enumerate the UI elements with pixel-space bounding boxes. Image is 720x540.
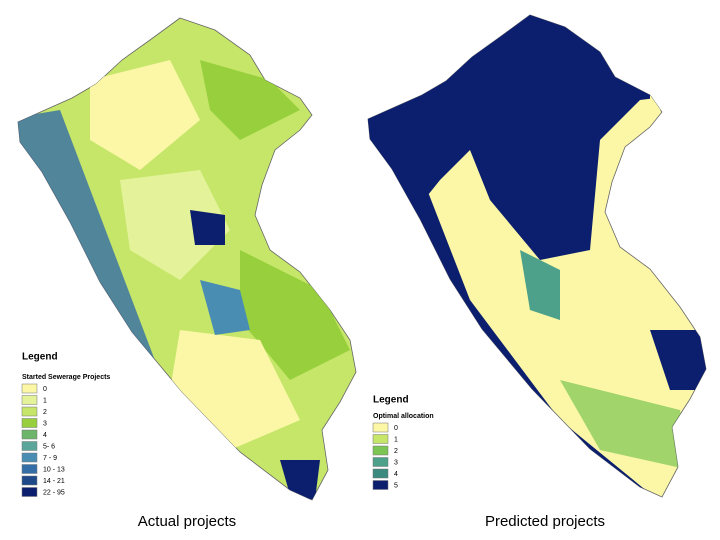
legend-subtitle: Started Sewerage Projects xyxy=(22,374,110,381)
legend-label: 1 xyxy=(43,397,47,404)
legend-swatch xyxy=(21,383,38,394)
legend-label: 0 xyxy=(394,425,398,432)
legend-label: 22 - 95 xyxy=(43,489,65,496)
legend-bg xyxy=(369,392,461,496)
legend-swatch xyxy=(21,418,38,428)
legend-swatch xyxy=(21,395,38,405)
legend-label: 7 - 9 xyxy=(43,455,57,462)
legend-label: 4 xyxy=(43,432,47,439)
legend-label: 0 xyxy=(43,386,47,393)
legend-label: 2 xyxy=(394,448,398,455)
legend-swatch xyxy=(21,475,38,486)
legend-label: 10 - 13 xyxy=(43,466,65,473)
map-caption: Predicted projects xyxy=(485,513,605,530)
legend-swatch xyxy=(372,457,389,467)
legend-subtitle: Optimal allocation xyxy=(373,413,434,420)
legend-label: 14 - 21 xyxy=(43,478,65,485)
legend-swatch xyxy=(372,468,389,479)
map-caption: Actual projects xyxy=(138,513,236,530)
legend-label: 3 xyxy=(394,459,398,466)
legend-title: Legend xyxy=(22,352,58,363)
legend-swatch xyxy=(21,429,38,440)
legend-label: 1 xyxy=(394,436,398,443)
legend-title: Legend xyxy=(373,395,409,406)
legend-label: 3 xyxy=(43,420,47,427)
legend-swatch xyxy=(372,445,389,456)
legend-label: 5 xyxy=(394,482,398,489)
legend-swatch xyxy=(372,480,389,490)
map-actual xyxy=(17,17,357,501)
legend-swatch xyxy=(21,464,38,474)
legend-swatch xyxy=(21,441,38,451)
legend-label: 5- 6 xyxy=(43,443,55,450)
legend-swatch xyxy=(372,434,389,444)
legend-swatch xyxy=(21,452,38,463)
legend-swatch xyxy=(21,487,38,497)
legend-swatch xyxy=(21,406,38,417)
legend-label: 2 xyxy=(43,409,47,416)
legend-swatch xyxy=(372,422,389,433)
legend-label: 4 xyxy=(394,471,398,478)
